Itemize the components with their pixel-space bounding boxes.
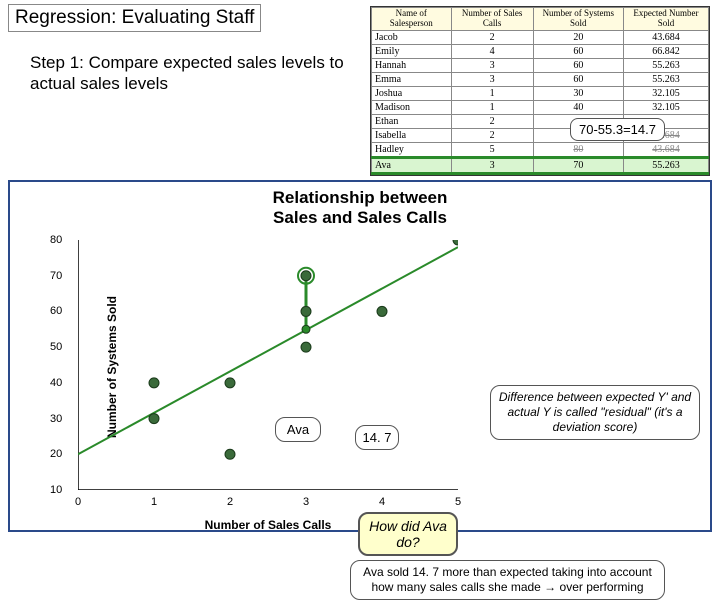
table-cell: 3 <box>451 157 533 173</box>
y-tick: 80 <box>50 234 62 246</box>
chart-area: Number of Systems Sold Number of Sales C… <box>78 240 458 490</box>
table-row: Hannah36055.263 <box>372 58 709 72</box>
callout-how-did-ava: How did Ava do? <box>358 512 458 556</box>
table-cell: Hadley <box>372 142 452 157</box>
table-header: Number of Systems Sold <box>533 8 623 31</box>
table-row: Ava37055.263 <box>372 157 709 173</box>
table-header: Number of Sales Calls <box>451 8 533 31</box>
calc-bubble: 70-55.3=14.7 <box>570 118 665 141</box>
y-tick: 10 <box>50 484 62 496</box>
table-cell: Emily <box>372 44 452 58</box>
table-cell: Emma <box>372 72 452 86</box>
table-cell: Ethan <box>372 114 452 128</box>
x-tick: 4 <box>379 496 385 508</box>
y-tick: 50 <box>50 341 62 353</box>
callout-residual: Difference between expected Y' and actua… <box>490 385 700 440</box>
chart-title-line2: Sales and Sales Calls <box>273 208 447 227</box>
y-tick: 70 <box>50 270 62 282</box>
table-cell: 70 <box>533 157 623 173</box>
table-cell: 60 <box>533 58 623 72</box>
table-cell: Jacob <box>372 30 452 44</box>
table-cell: 43.684 <box>623 30 708 44</box>
y-tick: 20 <box>50 448 62 460</box>
table-row: Madison14032.105 <box>372 100 709 114</box>
x-tick: 3 <box>303 496 309 508</box>
x-tick: 1 <box>151 496 157 508</box>
table-cell: Madison <box>372 100 452 114</box>
table-cell: 60 <box>533 72 623 86</box>
step-text: Step 1: Compare expected sales levels to… <box>30 52 350 95</box>
callout-answer: Ava sold 14. 7 more than expected taking… <box>350 560 665 600</box>
x-tick: 2 <box>227 496 233 508</box>
table-row: Jacob22043.684 <box>372 30 709 44</box>
table-cell: 30 <box>533 86 623 100</box>
table-row: Emily46066.842 <box>372 44 709 58</box>
table-cell: 55.263 <box>623 157 708 173</box>
slide-title: Regression: Evaluating Staff <box>8 4 261 32</box>
table-cell: 55.263 <box>623 58 708 72</box>
table-row: Hadley58043.684 <box>372 142 709 157</box>
table-header: Name of Salesperson <box>372 8 452 31</box>
table-cell: Ava <box>372 157 452 173</box>
table-cell: 4 <box>451 44 533 58</box>
table-cell: 2 <box>451 114 533 128</box>
table-cell: 5 <box>451 142 533 157</box>
x-tick: 5 <box>455 496 461 508</box>
table-header: Expected Number Sold <box>623 8 708 31</box>
y-tick: 40 <box>50 377 62 389</box>
data-table: Name of SalespersonNumber of Sales Calls… <box>370 6 710 176</box>
table-cell: 43.684 <box>623 142 708 157</box>
table-cell: 80 <box>533 142 623 157</box>
table-cell: 3 <box>451 58 533 72</box>
table-cell: 2 <box>451 128 533 142</box>
table-cell: Joshua <box>372 86 452 100</box>
chart-title: Relationship between Sales and Sales Cal… <box>10 188 710 229</box>
table-cell: 20 <box>533 30 623 44</box>
chart-svg <box>78 240 458 490</box>
table-cell: 1 <box>451 86 533 100</box>
table-row: Emma36055.263 <box>372 72 709 86</box>
chart-panel: Relationship between Sales and Sales Cal… <box>8 180 712 532</box>
chart-title-line1: Relationship between <box>273 188 448 207</box>
y-tick: 60 <box>50 305 62 317</box>
table-cell: 66.842 <box>623 44 708 58</box>
y-tick: 30 <box>50 413 62 425</box>
table-cell: 55.263 <box>623 72 708 86</box>
callout-ava-label: Ava <box>275 417 321 442</box>
table-cell: 2 <box>451 30 533 44</box>
table-cell: 1 <box>451 100 533 114</box>
x-tick: 0 <box>75 496 81 508</box>
table-cell: 32.105 <box>623 86 708 100</box>
table-cell: Isabella <box>372 128 452 142</box>
table-cell: 60 <box>533 44 623 58</box>
callout-value-147: 14. 7 <box>355 425 399 450</box>
table-cell: 40 <box>533 100 623 114</box>
table-cell: 32.105 <box>623 100 708 114</box>
table-row: Joshua13032.105 <box>372 86 709 100</box>
table-cell: 3 <box>451 72 533 86</box>
table-cell: Hannah <box>372 58 452 72</box>
